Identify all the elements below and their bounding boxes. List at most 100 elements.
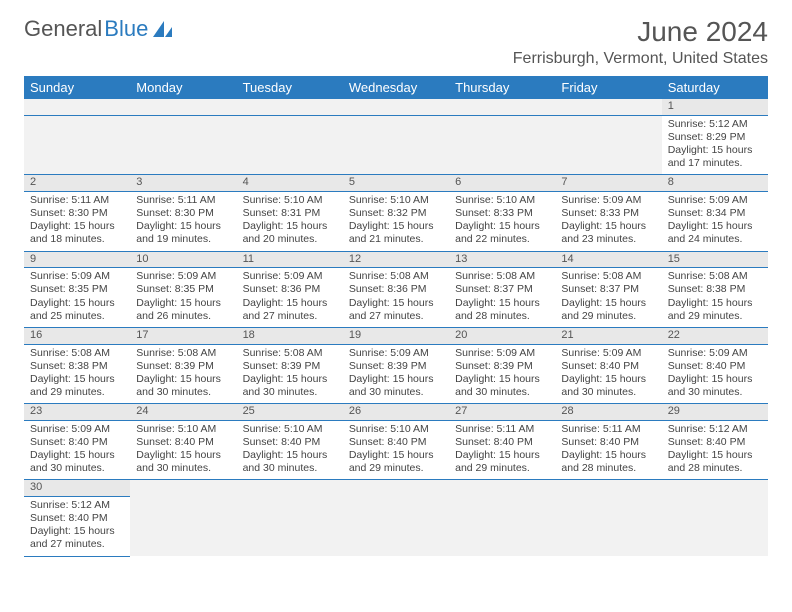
sunset-text: Sunset: 8:37 PM — [561, 283, 655, 296]
day-number: 4 — [237, 175, 343, 191]
month-title: June 2024 — [513, 16, 768, 48]
day-details: Sunrise: 5:11 AMSunset: 8:40 PMDaylight:… — [555, 421, 661, 480]
daylight-text: Daylight: 15 hours — [136, 297, 230, 310]
daylight-text: and 30 minutes. — [243, 386, 337, 399]
day-content-cell: Sunrise: 5:08 AMSunset: 8:38 PMDaylight:… — [662, 268, 768, 328]
daylight-text: and 22 minutes. — [455, 233, 549, 246]
day-details: Sunrise: 5:08 AMSunset: 8:39 PMDaylight:… — [237, 345, 343, 404]
daylight-text: and 30 minutes. — [668, 386, 762, 399]
day-content-cell: Sunrise: 5:09 AMSunset: 8:35 PMDaylight:… — [24, 268, 130, 328]
day-number: 16 — [24, 328, 130, 344]
sunset-text: Sunset: 8:39 PM — [136, 360, 230, 373]
daylight-text: and 29 minutes. — [455, 462, 549, 475]
weekday-header: Tuesday — [237, 76, 343, 99]
day-number-cell — [130, 99, 236, 115]
day-details: Sunrise: 5:09 AMSunset: 8:40 PMDaylight:… — [555, 345, 661, 404]
day-number: 22 — [662, 328, 768, 344]
sunset-text: Sunset: 8:33 PM — [455, 207, 549, 220]
day-number-cell: 2 — [24, 175, 130, 192]
sunset-text: Sunset: 8:35 PM — [30, 283, 124, 296]
day-number: 20 — [449, 328, 555, 344]
sunrise-text: Sunrise: 5:09 AM — [243, 270, 337, 283]
day-content-cell: Sunrise: 5:09 AMSunset: 8:35 PMDaylight:… — [130, 268, 236, 328]
day-number-cell: 22 — [662, 327, 768, 344]
day-number: 15 — [662, 252, 768, 268]
day-number-cell: 5 — [343, 175, 449, 192]
sunset-text: Sunset: 8:39 PM — [243, 360, 337, 373]
sunset-text: Sunset: 8:40 PM — [561, 436, 655, 449]
day-content-cell: Sunrise: 5:08 AMSunset: 8:36 PMDaylight:… — [343, 268, 449, 328]
day-number: 21 — [555, 328, 661, 344]
daylight-text: Daylight: 15 hours — [561, 220, 655, 233]
sunrise-text: Sunrise: 5:08 AM — [561, 270, 655, 283]
day-content-row: Sunrise: 5:09 AM Sunset: 8:40 PM Daylight:… — [24, 420, 768, 480]
weekday-header: Friday — [555, 76, 661, 99]
day-content-cell: Sunrise: 5:12 AMSunset: 8:29 PMDaylight:… — [662, 115, 768, 175]
day-details: Sunrise: 5:08 AMSunset: 8:38 PMDaylight:… — [24, 345, 130, 404]
day-details: Sunrise: 5:08 AMSunset: 8:36 PMDaylight:… — [343, 268, 449, 327]
day-details: Sunrise: 5:08 AMSunset: 8:38 PMDaylight:… — [662, 268, 768, 327]
calendar-page: GeneralBlue June 2024 Ferrisburgh, Vermo… — [0, 0, 792, 573]
day-number: 27 — [449, 404, 555, 420]
logo-text-a: General — [24, 16, 102, 42]
sunrise-text: Sunrise: 5:11 AM — [30, 194, 124, 207]
sunrise-text: Sunrise: 5:09 AM — [668, 194, 762, 207]
day-number-cell: 14 — [555, 251, 661, 268]
day-content-cell: Sunrise: 5:10 AMSunset: 8:32 PMDaylight:… — [343, 192, 449, 252]
day-number-cell: 29 — [662, 404, 768, 421]
daylight-text: Daylight: 15 hours — [668, 449, 762, 462]
daylight-text: and 28 minutes. — [668, 462, 762, 475]
sunrise-text: Sunrise: 5:10 AM — [349, 423, 443, 436]
daylight-text: Daylight: 15 hours — [30, 220, 124, 233]
logo-sail-icon — [152, 20, 174, 38]
day-number-cell: 18 — [237, 327, 343, 344]
day-number: 12 — [343, 252, 449, 268]
weekday-header: Sunday — [24, 76, 130, 99]
sunset-text: Sunset: 8:33 PM — [561, 207, 655, 220]
daylight-text: Daylight: 15 hours — [668, 297, 762, 310]
day-number: 19 — [343, 328, 449, 344]
day-details: Sunrise: 5:11 AMSunset: 8:30 PMDaylight:… — [130, 192, 236, 251]
sunrise-text: Sunrise: 5:10 AM — [349, 194, 443, 207]
day-number: 13 — [449, 252, 555, 268]
day-number-row: 30 — [24, 480, 768, 497]
day-number: 30 — [24, 480, 130, 496]
daylight-text: and 30 minutes. — [136, 386, 230, 399]
daylight-text: Daylight: 15 hours — [349, 373, 443, 386]
sunrise-text: Sunrise: 5:09 AM — [30, 423, 124, 436]
daylight-text: Daylight: 15 hours — [561, 297, 655, 310]
daylight-text: and 29 minutes. — [30, 386, 124, 399]
day-details: Sunrise: 5:09 AMSunset: 8:34 PMDaylight:… — [662, 192, 768, 251]
sunrise-text: Sunrise: 5:12 AM — [668, 423, 762, 436]
day-number: 11 — [237, 252, 343, 268]
sunrise-text: Sunrise: 5:08 AM — [136, 347, 230, 360]
day-content-cell — [343, 115, 449, 175]
day-details: Sunrise: 5:10 AMSunset: 8:40 PMDaylight:… — [343, 421, 449, 480]
daylight-text: Daylight: 15 hours — [243, 297, 337, 310]
sunset-text: Sunset: 8:39 PM — [455, 360, 549, 373]
daylight-text: Daylight: 15 hours — [243, 373, 337, 386]
day-number-cell — [24, 99, 130, 115]
day-content-cell: Sunrise: 5:09 AMSunset: 8:40 PMDaylight:… — [555, 344, 661, 404]
day-number-cell: 27 — [449, 404, 555, 421]
day-number-cell: 24 — [130, 404, 236, 421]
day-content-row: Sunrise: 5:12 AMSunset: 8:40 PMDaylight:… — [24, 497, 768, 557]
logo-text-b: Blue — [104, 16, 148, 42]
day-number-cell: 25 — [237, 404, 343, 421]
day-number: 8 — [662, 175, 768, 191]
daylight-text: Daylight: 15 hours — [668, 144, 762, 157]
daylight-text: and 28 minutes. — [561, 462, 655, 475]
daylight-text: and 25 minutes. — [30, 310, 124, 323]
sunrise-text: Sunrise: 5:09 AM — [455, 347, 549, 360]
daylight-text: and 29 minutes. — [349, 462, 443, 475]
day-number-row: 23242526272829 — [24, 404, 768, 421]
sunrise-text: Sunrise: 5:12 AM — [30, 499, 124, 512]
day-number-row: 9101112131415 — [24, 251, 768, 268]
day-number-cell: 4 — [237, 175, 343, 192]
day-details: Sunrise: 5:12 AMSunset: 8:40 PMDaylight:… — [24, 497, 130, 556]
day-number-cell: 10 — [130, 251, 236, 268]
day-number-cell: 9 — [24, 251, 130, 268]
sunset-text: Sunset: 8:38 PM — [30, 360, 124, 373]
day-details: Sunrise: 5:09 AMSunset: 8:39 PMDaylight:… — [343, 345, 449, 404]
day-number-cell: 21 — [555, 327, 661, 344]
